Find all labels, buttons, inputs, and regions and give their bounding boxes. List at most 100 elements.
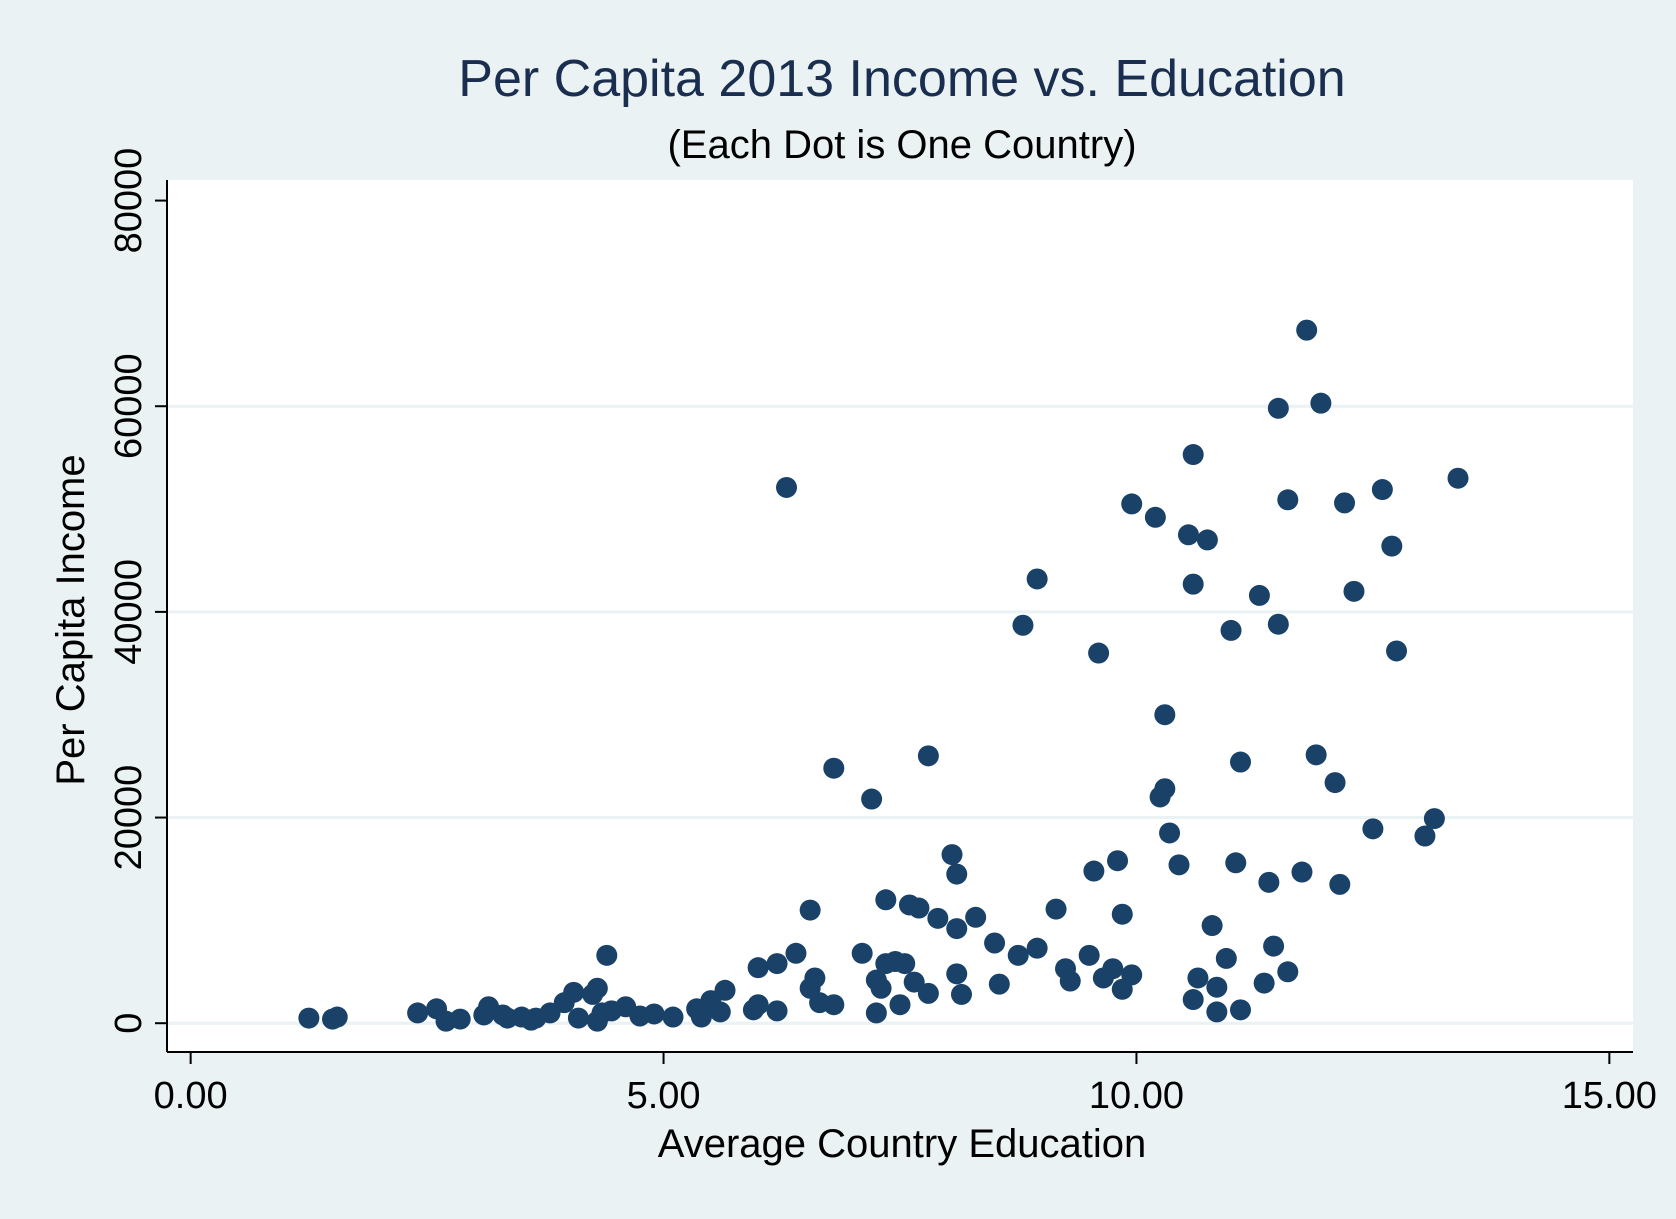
data-point [1177, 524, 1199, 546]
data-point [950, 983, 972, 1005]
data-point [1182, 444, 1204, 466]
data-point [709, 1001, 731, 1023]
data-point [1206, 976, 1228, 998]
y-axis-title: Per Capita Income [49, 454, 93, 785]
data-point [690, 1006, 712, 1028]
data-point [1324, 772, 1346, 794]
data-point [1007, 944, 1029, 966]
data-point [1381, 535, 1403, 557]
data-point [1267, 397, 1289, 419]
data-point [1206, 1001, 1228, 1023]
data-point [1296, 319, 1318, 341]
data-point [1447, 467, 1469, 489]
data-point [946, 963, 968, 985]
data-point [927, 907, 949, 929]
y-tick-label: 80000 [108, 148, 150, 254]
plot-region [167, 180, 1633, 1052]
y-tick-label: 0 [108, 1013, 150, 1034]
data-point [1220, 619, 1242, 641]
data-point [407, 1002, 429, 1024]
data-point [984, 932, 1006, 954]
data-point [1334, 492, 1356, 514]
data-point [1026, 937, 1048, 959]
data-point [1187, 967, 1209, 989]
data-point [1078, 944, 1100, 966]
data-point [1144, 506, 1166, 528]
data-point [567, 1007, 589, 1029]
data-point [894, 953, 916, 975]
data-point [1305, 744, 1327, 766]
data-point [1423, 808, 1445, 830]
data-point [1215, 947, 1237, 969]
data-point [870, 977, 892, 999]
data-point [1229, 751, 1251, 773]
data-point [785, 942, 807, 964]
data-point [1107, 850, 1129, 872]
data-point [1329, 873, 1351, 895]
data-point [1277, 961, 1299, 983]
data-point [1012, 614, 1034, 636]
data-point [776, 476, 798, 498]
data-point [563, 981, 585, 1003]
y-tick-label: 40000 [108, 559, 150, 665]
data-point [1182, 989, 1204, 1011]
data-point [1083, 860, 1105, 882]
data-point [1310, 392, 1332, 414]
data-point [908, 897, 930, 919]
data-point [865, 1002, 887, 1024]
data-point [903, 971, 925, 993]
data-point [1386, 640, 1408, 662]
y-tick-label: 60000 [108, 353, 150, 459]
data-point [1121, 964, 1143, 986]
data-point [1362, 818, 1384, 840]
x-tick-label: 10.00 [1089, 1075, 1184, 1117]
data-point [799, 899, 821, 921]
x-tick-label: 5.00 [627, 1075, 701, 1117]
y-tick-label: 20000 [108, 765, 150, 871]
data-point [1182, 573, 1204, 595]
data-point [643, 1003, 665, 1025]
data-point [298, 1007, 320, 1029]
x-tick-label: 0.00 [154, 1075, 228, 1117]
data-point [1196, 529, 1218, 551]
data-point [1159, 822, 1181, 844]
data-point [1414, 825, 1436, 847]
data-point [889, 994, 911, 1016]
data-point [596, 944, 618, 966]
data-point [946, 918, 968, 940]
data-point [804, 967, 826, 989]
data-point [1291, 861, 1313, 883]
data-point [965, 906, 987, 928]
data-point [851, 942, 873, 964]
data-point [1201, 915, 1223, 937]
data-point [1168, 854, 1190, 876]
data-point [1258, 871, 1280, 893]
data-point [1225, 852, 1247, 874]
data-points [298, 319, 1469, 1032]
x-tick-label: 15.00 [1562, 1075, 1657, 1117]
data-point [1343, 580, 1365, 602]
data-point [988, 973, 1010, 995]
data-point [1121, 493, 1143, 515]
data-point [766, 953, 788, 975]
data-point [1263, 935, 1285, 957]
data-point [823, 994, 845, 1016]
data-point [662, 1006, 684, 1028]
data-point [1253, 972, 1275, 994]
data-point [1102, 958, 1124, 980]
data-point [1088, 642, 1110, 664]
data-point [917, 982, 939, 1004]
chart-subtitle: (Each Dot is One Country) [667, 123, 1136, 167]
data-point [1026, 568, 1048, 590]
x-axis-title: Average Country Education [658, 1122, 1146, 1166]
axes: 0 20000 40000 60000 80000 0.00 5.00 10.00 15.00 [108, 148, 1657, 1117]
data-point [1229, 999, 1251, 1021]
data-point [1111, 903, 1133, 925]
data-point [586, 977, 608, 999]
data-point [861, 788, 883, 810]
data-point [1371, 479, 1393, 501]
data-point [1277, 489, 1299, 511]
data-point [714, 979, 736, 1001]
data-point [766, 1000, 788, 1022]
